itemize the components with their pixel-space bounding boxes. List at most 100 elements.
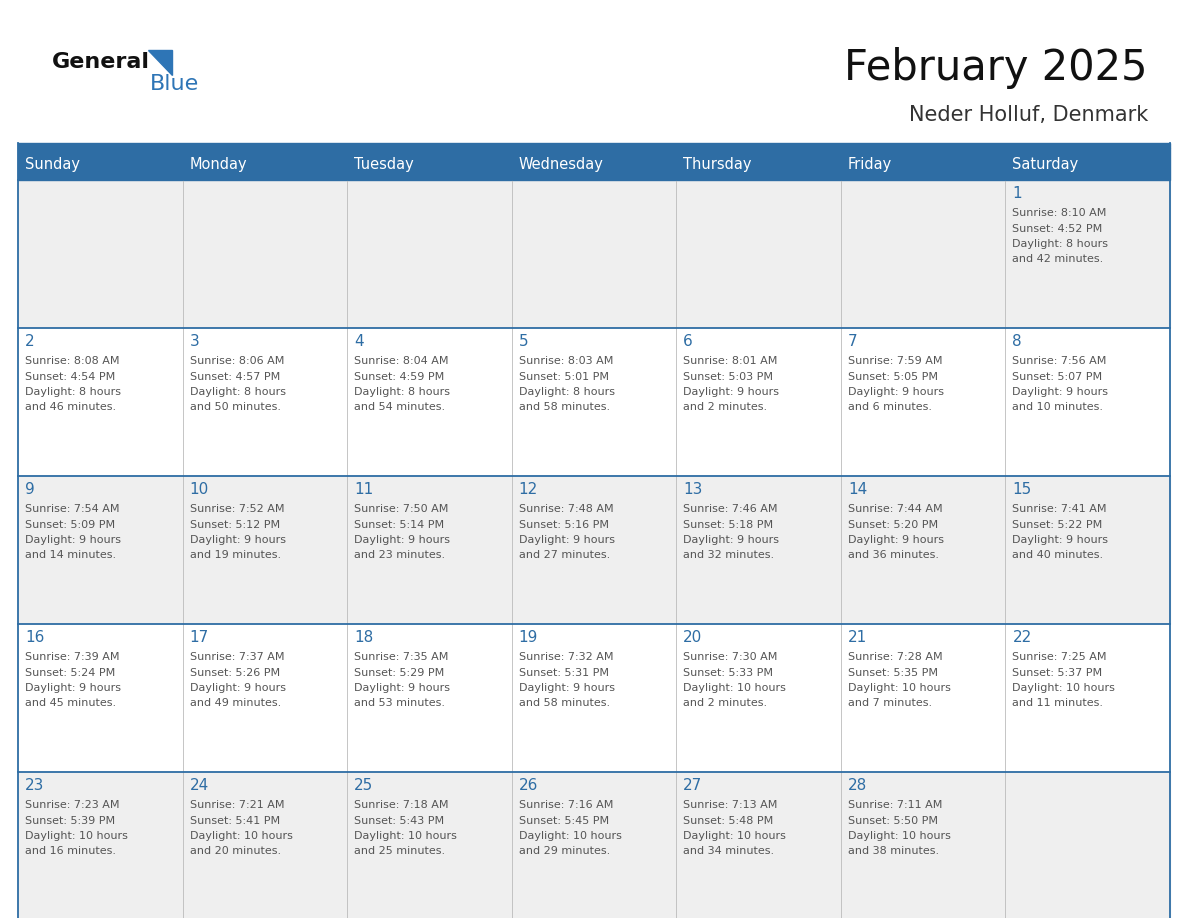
Text: Sunrise: 7:44 AM: Sunrise: 7:44 AM — [848, 504, 942, 514]
Text: and 19 minutes.: and 19 minutes. — [190, 551, 280, 561]
Text: 3: 3 — [190, 334, 200, 350]
Text: Daylight: 10 hours: Daylight: 10 hours — [25, 831, 128, 841]
Text: and 20 minutes.: and 20 minutes. — [190, 846, 280, 856]
Text: Daylight: 8 hours: Daylight: 8 hours — [1012, 239, 1108, 249]
Text: Sunset: 5:33 PM: Sunset: 5:33 PM — [683, 667, 773, 677]
Text: Sunset: 5:43 PM: Sunset: 5:43 PM — [354, 815, 444, 825]
Text: Daylight: 9 hours: Daylight: 9 hours — [848, 387, 943, 397]
Text: Sunrise: 7:28 AM: Sunrise: 7:28 AM — [848, 652, 942, 662]
Text: and 29 minutes.: and 29 minutes. — [519, 846, 609, 856]
Text: and 32 minutes.: and 32 minutes. — [683, 551, 775, 561]
Text: Sunset: 5:07 PM: Sunset: 5:07 PM — [1012, 372, 1102, 382]
Text: 15: 15 — [1012, 483, 1031, 498]
Bar — [18, 772, 1170, 918]
Text: 27: 27 — [683, 778, 702, 793]
Text: Daylight: 8 hours: Daylight: 8 hours — [519, 387, 614, 397]
Text: Sunset: 5:35 PM: Sunset: 5:35 PM — [848, 667, 937, 677]
Text: February 2025: February 2025 — [845, 47, 1148, 89]
Text: Sunset: 5:31 PM: Sunset: 5:31 PM — [519, 667, 608, 677]
Text: Sunset: 5:45 PM: Sunset: 5:45 PM — [519, 815, 608, 825]
Bar — [18, 328, 1170, 476]
Text: Daylight: 9 hours: Daylight: 9 hours — [190, 683, 285, 693]
Text: Daylight: 9 hours: Daylight: 9 hours — [848, 535, 943, 545]
Text: 4: 4 — [354, 334, 364, 350]
Text: Daylight: 10 hours: Daylight: 10 hours — [848, 683, 950, 693]
Text: 24: 24 — [190, 778, 209, 793]
Text: and 58 minutes.: and 58 minutes. — [519, 699, 609, 709]
Text: 16: 16 — [25, 631, 44, 645]
Text: Sunrise: 8:04 AM: Sunrise: 8:04 AM — [354, 356, 449, 366]
Text: Sunset: 5:18 PM: Sunset: 5:18 PM — [683, 520, 773, 530]
Bar — [18, 148, 1170, 180]
Text: Sunrise: 7:35 AM: Sunrise: 7:35 AM — [354, 652, 449, 662]
Text: Daylight: 9 hours: Daylight: 9 hours — [25, 535, 121, 545]
Text: Sunrise: 8:06 AM: Sunrise: 8:06 AM — [190, 356, 284, 366]
Text: 19: 19 — [519, 631, 538, 645]
Text: and 42 minutes.: and 42 minutes. — [1012, 254, 1104, 264]
Text: Daylight: 9 hours: Daylight: 9 hours — [25, 683, 121, 693]
Text: 5: 5 — [519, 334, 529, 350]
Text: and 45 minutes.: and 45 minutes. — [25, 699, 116, 709]
Text: Daylight: 9 hours: Daylight: 9 hours — [519, 683, 614, 693]
Text: Sunset: 5:22 PM: Sunset: 5:22 PM — [1012, 520, 1102, 530]
Text: and 7 minutes.: and 7 minutes. — [848, 699, 931, 709]
Text: and 53 minutes.: and 53 minutes. — [354, 699, 446, 709]
Text: 22: 22 — [1012, 631, 1031, 645]
Bar — [18, 143, 1170, 148]
Text: Daylight: 10 hours: Daylight: 10 hours — [190, 831, 292, 841]
Text: and 54 minutes.: and 54 minutes. — [354, 402, 446, 412]
Text: Sunset: 5:41 PM: Sunset: 5:41 PM — [190, 815, 279, 825]
Text: Sunrise: 7:46 AM: Sunrise: 7:46 AM — [683, 504, 778, 514]
Text: Sunrise: 7:50 AM: Sunrise: 7:50 AM — [354, 504, 449, 514]
Text: Sunrise: 7:21 AM: Sunrise: 7:21 AM — [190, 800, 284, 810]
Text: and 25 minutes.: and 25 minutes. — [354, 846, 446, 856]
Text: Sunset: 5:12 PM: Sunset: 5:12 PM — [190, 520, 279, 530]
Text: Daylight: 10 hours: Daylight: 10 hours — [1012, 683, 1116, 693]
Text: Sunrise: 7:41 AM: Sunrise: 7:41 AM — [1012, 504, 1107, 514]
Text: Sunset: 5:26 PM: Sunset: 5:26 PM — [190, 667, 279, 677]
Text: 2: 2 — [25, 334, 34, 350]
Text: Monday: Monday — [190, 156, 247, 172]
Text: 9: 9 — [25, 483, 34, 498]
Text: and 2 minutes.: and 2 minutes. — [683, 699, 767, 709]
Text: Daylight: 10 hours: Daylight: 10 hours — [683, 831, 786, 841]
Text: and 14 minutes.: and 14 minutes. — [25, 551, 116, 561]
Text: Friday: Friday — [848, 156, 892, 172]
Text: Sunset: 5:16 PM: Sunset: 5:16 PM — [519, 520, 608, 530]
Text: Daylight: 10 hours: Daylight: 10 hours — [519, 831, 621, 841]
Text: Sunset: 5:24 PM: Sunset: 5:24 PM — [25, 667, 115, 677]
Text: and 11 minutes.: and 11 minutes. — [1012, 699, 1104, 709]
Text: and 27 minutes.: and 27 minutes. — [519, 551, 609, 561]
Text: Sunset: 5:14 PM: Sunset: 5:14 PM — [354, 520, 444, 530]
Bar — [18, 476, 1170, 624]
Text: Blue: Blue — [150, 74, 200, 94]
Text: Sunset: 4:57 PM: Sunset: 4:57 PM — [190, 372, 280, 382]
Polygon shape — [148, 50, 172, 75]
Text: Sunrise: 7:54 AM: Sunrise: 7:54 AM — [25, 504, 120, 514]
Text: Sunday: Sunday — [25, 156, 80, 172]
Text: Sunrise: 7:59 AM: Sunrise: 7:59 AM — [848, 356, 942, 366]
Text: Daylight: 9 hours: Daylight: 9 hours — [354, 535, 450, 545]
Text: Sunset: 5:03 PM: Sunset: 5:03 PM — [683, 372, 773, 382]
Text: and 50 minutes.: and 50 minutes. — [190, 402, 280, 412]
Text: Daylight: 9 hours: Daylight: 9 hours — [683, 535, 779, 545]
Bar — [18, 624, 1170, 772]
Text: and 58 minutes.: and 58 minutes. — [519, 402, 609, 412]
Text: Sunrise: 7:13 AM: Sunrise: 7:13 AM — [683, 800, 778, 810]
Text: Sunrise: 8:08 AM: Sunrise: 8:08 AM — [25, 356, 120, 366]
Text: Sunset: 5:09 PM: Sunset: 5:09 PM — [25, 520, 115, 530]
Text: Thursday: Thursday — [683, 156, 752, 172]
Text: 17: 17 — [190, 631, 209, 645]
Text: Sunrise: 7:18 AM: Sunrise: 7:18 AM — [354, 800, 449, 810]
Text: Tuesday: Tuesday — [354, 156, 413, 172]
Text: General: General — [52, 52, 150, 72]
Text: Neder Holluf, Denmark: Neder Holluf, Denmark — [909, 105, 1148, 125]
Text: and 36 minutes.: and 36 minutes. — [848, 551, 939, 561]
Text: and 46 minutes.: and 46 minutes. — [25, 402, 116, 412]
Text: Sunrise: 7:30 AM: Sunrise: 7:30 AM — [683, 652, 778, 662]
Text: and 2 minutes.: and 2 minutes. — [683, 402, 767, 412]
Text: Sunset: 4:52 PM: Sunset: 4:52 PM — [1012, 223, 1102, 233]
Text: Daylight: 9 hours: Daylight: 9 hours — [1012, 387, 1108, 397]
Text: Sunset: 5:39 PM: Sunset: 5:39 PM — [25, 815, 115, 825]
Text: Sunrise: 7:23 AM: Sunrise: 7:23 AM — [25, 800, 120, 810]
